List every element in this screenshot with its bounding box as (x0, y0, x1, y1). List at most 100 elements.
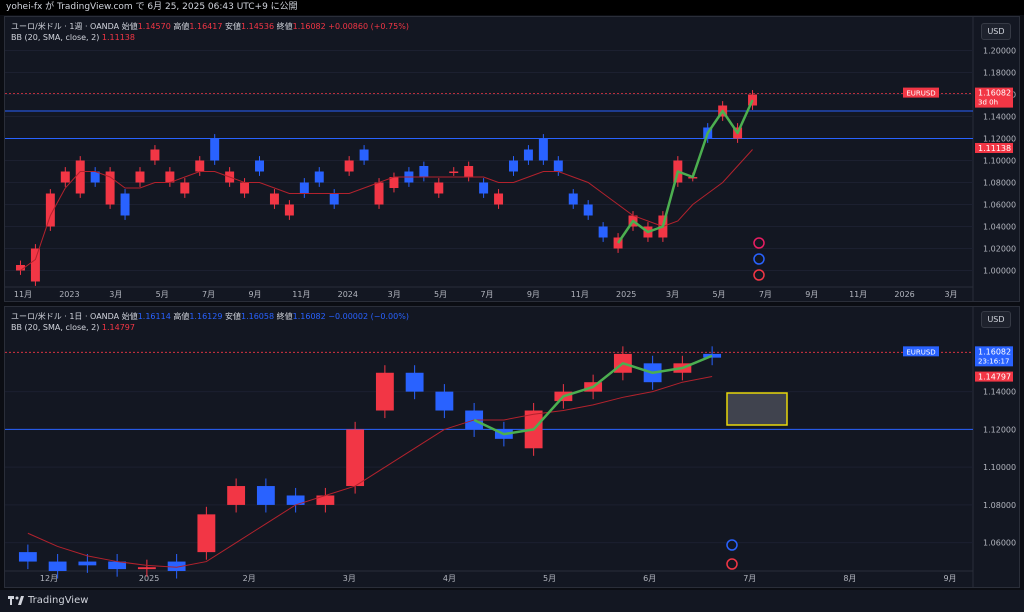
daily-bb-label: BB (20, SMA, close, 2) (11, 323, 100, 332)
weekly-price-tick: 1.10000 (983, 157, 1016, 166)
weekly-candle-body (75, 160, 85, 194)
weekly-price-tick: 1.12000 (983, 135, 1016, 144)
weekly-time-label: 3月 (944, 290, 957, 299)
weekly-candle-body (494, 193, 504, 205)
daily-candle-body (137, 567, 156, 570)
daily-price-tick: 1.10000 (983, 463, 1016, 472)
daily-time-label: 3月 (343, 574, 356, 583)
daily-price-badge (975, 346, 1013, 367)
daily-bb-badge (975, 371, 1013, 382)
weekly-currency-button[interactable]: USD (981, 23, 1011, 40)
weekly-candle-body (359, 149, 369, 161)
tradingview-logo-icon (8, 595, 24, 605)
daily-candle-body (286, 495, 305, 505)
weekly-candle-body (464, 166, 474, 177)
weekly-time-label: 2023 (59, 290, 79, 299)
weekly-time-label: 9月 (527, 290, 540, 299)
daily-candle-body (18, 552, 37, 562)
weekly-candle-body (374, 182, 384, 205)
daily-time-label: 2月 (243, 574, 256, 583)
weekly-low-label: 安値 (224, 22, 241, 31)
weekly-candle-body (568, 193, 578, 205)
weekly-bb-mid-line (20, 149, 753, 271)
daily-time-label: 8月 (843, 574, 856, 583)
weekly-candle-body (45, 193, 55, 227)
daily-candle-body (375, 372, 394, 411)
daily-low-label: 安値 (224, 312, 241, 321)
daily-chart-panel[interactable]: 1.14000 1.12000 1.10000 1.08000 1.06000 12月 20… (4, 306, 1020, 588)
daily-symbol-badge (903, 346, 939, 357)
weekly-candle-body (299, 182, 309, 194)
daily-time-label: 2025 (139, 574, 159, 583)
weekly-close-label: 終値 (276, 22, 293, 31)
weekly-time-label: 2026 (894, 290, 914, 299)
daily-symbol-title: ユーロ/米ドル · 1日 · OANDA (11, 312, 120, 321)
daily-open-label: 始値 (121, 312, 138, 321)
weekly-time-label: 5月 (156, 290, 169, 299)
weekly-candle-body (553, 160, 563, 172)
weekly-symbol-badge (903, 87, 939, 98)
daily-candle-body (405, 372, 424, 392)
weekly-candle-body (90, 171, 100, 183)
weekly-close-value: 1.16082 (292, 22, 326, 31)
daily-candle-body (197, 514, 216, 553)
daily-low-value: 1.16058 (240, 312, 275, 321)
daily-currency-button[interactable]: USD (981, 311, 1011, 328)
daily-time-label: 4月 (443, 574, 456, 583)
weekly-time-label: 7月 (202, 290, 215, 299)
footer-bar: TradingView (0, 590, 1024, 612)
weekly-open-label: 始値 (121, 22, 138, 31)
weekly-time-label: 11月 (849, 290, 867, 299)
daily-candle-body (256, 486, 275, 505)
weekly-time-label: 5月 (712, 290, 725, 299)
daily-price-tick: 1.06000 (983, 539, 1016, 548)
weekly-time-label: 7月 (759, 290, 772, 299)
weekly-candle-body (344, 160, 354, 172)
publish-header: yohei-fx が TradingView.com で 6月 25, 2025… (0, 0, 1024, 15)
weekly-time-label: 3月 (109, 290, 122, 299)
daily-legend-bb: BB (20, SMA, close, 2) 1.14797 (11, 322, 135, 333)
weekly-candle-body (269, 193, 279, 205)
weekly-time-label: 7月 (480, 290, 493, 299)
weekly-bb-label: BB (20, SMA, close, 2) (11, 33, 100, 42)
weekly-legend-ohlc: ユーロ/米ドル · 1週 · OANDA 始値1.14570 高値1.16417… (11, 21, 409, 32)
daily-time-label: 5月 (543, 574, 556, 583)
weekly-price-tick: 1.08000 (983, 179, 1016, 188)
weekly-candle-body (60, 171, 70, 183)
weekly-candle-body (523, 149, 533, 161)
weekly-price-badge (975, 87, 1013, 108)
us-flag-event-icon (726, 558, 738, 570)
weekly-price-tick: 1.04000 (983, 223, 1016, 232)
daily-price-tick: 1.12000 (983, 425, 1016, 434)
weekly-price-tick: 1.14000 (983, 113, 1016, 122)
weekly-candle-body (434, 182, 444, 194)
weekly-candle-body (165, 171, 175, 183)
weekly-candle-body (105, 171, 115, 205)
daily-highlight-trace (473, 354, 713, 436)
daily-candle-body (167, 561, 186, 571)
daily-candle-body (108, 561, 127, 570)
daily-high-label: 高値 (173, 312, 190, 321)
weekly-candle-body (195, 160, 205, 172)
daily-candle-body (227, 486, 246, 505)
weekly-high-label: 高値 (173, 22, 190, 31)
daily-time-label: 12月 (40, 574, 58, 583)
daily-bb-badge-text: 1.14797 (978, 373, 1011, 382)
daily-close-value: 1.16082 (292, 312, 326, 321)
weekly-time-label: 3月 (388, 290, 401, 299)
daily-price-tick: 1.14000 (983, 388, 1016, 397)
weekly-chart-panel[interactable]: 1.200001.180001.160001.140001.120001.100… (4, 16, 1020, 302)
daily-change: −0.00002 (−0.00%) (328, 312, 409, 321)
weekly-chart-canvas[interactable]: 1.200001.180001.160001.140001.120001.100… (5, 17, 1019, 301)
daily-candle-body (346, 429, 365, 487)
daily-chart-canvas[interactable]: 1.14000 1.12000 1.10000 1.08000 1.06000 12月 20… (5, 307, 1019, 587)
weekly-time-label: 11月 (292, 290, 310, 299)
weekly-time-label: 3月 (666, 290, 679, 299)
weekly-time-label: 2025 (616, 290, 636, 299)
weekly-bb-badge (975, 142, 1013, 153)
weekly-symbol-badge-text: EURUSD (906, 90, 935, 98)
weekly-legend-bb: BB (20, SMA, close, 2) 1.11138 (11, 32, 135, 43)
weekly-candle-body (180, 182, 190, 194)
weekly-candle-body (538, 138, 548, 161)
weekly-price-tick: 1.02000 (983, 245, 1016, 254)
